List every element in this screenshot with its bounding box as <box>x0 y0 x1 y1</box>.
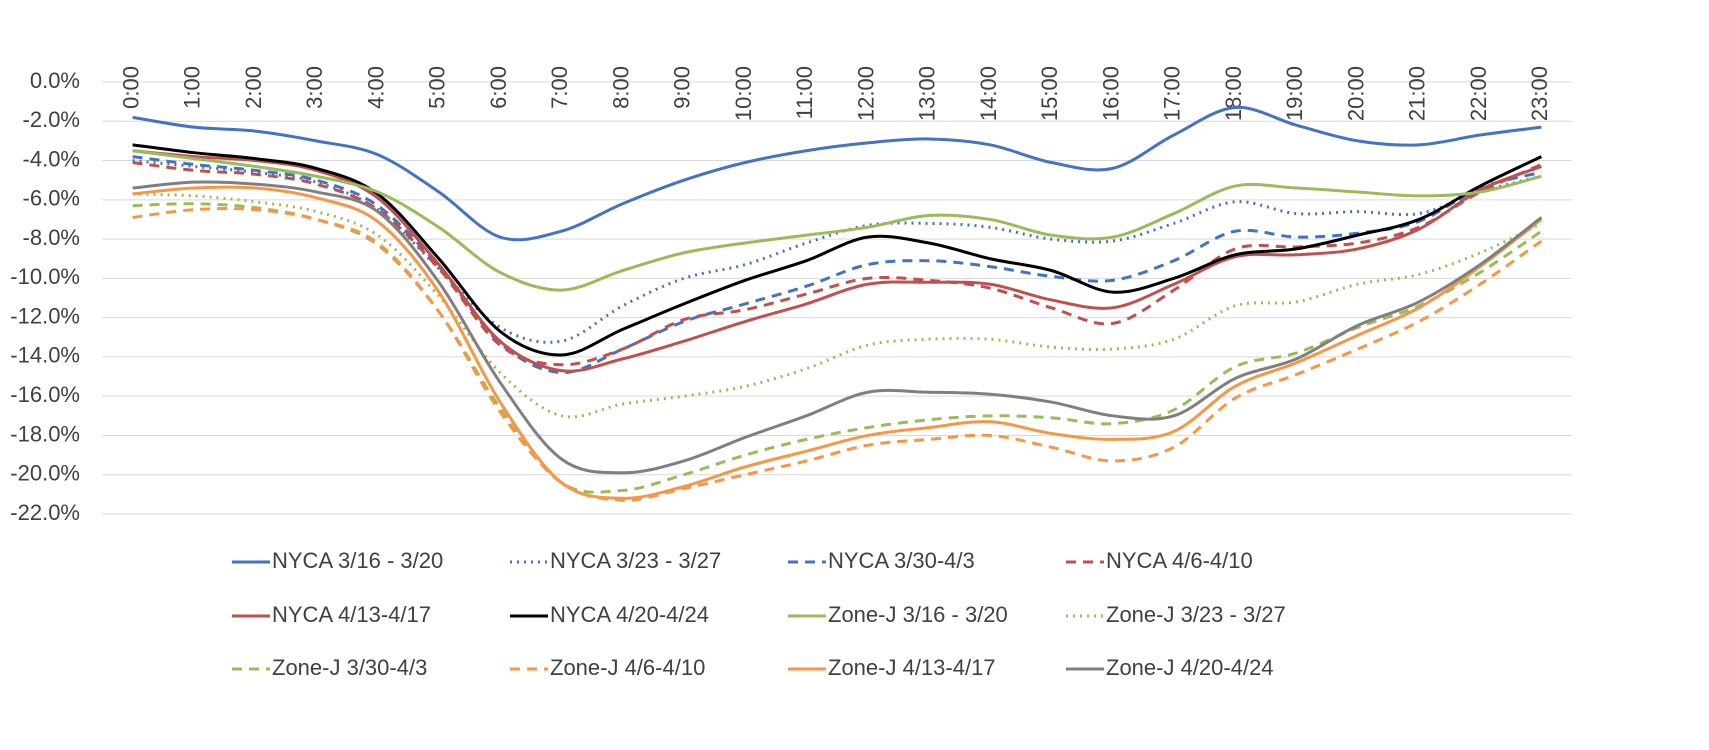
y-tick-label: -2.0% <box>23 107 80 132</box>
x-tick-label: 0:00 <box>118 66 143 109</box>
y-tick-label: -6.0% <box>23 186 80 211</box>
y-tick-label: 0.0% <box>30 68 80 93</box>
y-tick-label: -12.0% <box>10 303 80 328</box>
x-tick-label: 6:00 <box>486 66 511 109</box>
legend-label: Zone-J 4/6-4/10 <box>550 655 705 680</box>
y-tick-label: -20.0% <box>10 461 80 486</box>
x-tick-label: 4:00 <box>363 66 388 109</box>
legend-label: NYCA 3/30-4/3 <box>828 548 975 573</box>
series-line <box>132 180 1543 475</box>
legend-label: Zone-J 4/13-4/17 <box>828 655 996 680</box>
y-tick-label: -16.0% <box>10 382 80 407</box>
series-line <box>132 149 1542 292</box>
x-tick-label: 21:00 <box>1405 66 1430 121</box>
series-line <box>132 202 1543 494</box>
series-line <box>132 159 1542 344</box>
legend-label: NYCA 4/6-4/10 <box>1106 548 1253 573</box>
x-tick-label: 14:00 <box>976 66 1001 121</box>
x-tick-label: 8:00 <box>608 66 633 109</box>
series-line <box>132 106 1542 242</box>
x-tick-label: 19:00 <box>1282 66 1307 121</box>
x-tick-label: 5:00 <box>425 66 450 109</box>
y-tick-label: -10.0% <box>10 264 80 289</box>
series-line <box>132 143 1543 357</box>
series-line <box>132 185 1543 500</box>
x-tick-label: 17:00 <box>1160 66 1185 121</box>
y-tick-label: -4.0% <box>23 146 80 171</box>
x-tick-label: 7:00 <box>547 66 572 109</box>
x-tick-label: 13:00 <box>915 66 940 121</box>
legend-label: Zone-J 4/20-4/24 <box>1106 655 1274 680</box>
x-tick-label: 18:00 <box>1221 66 1246 121</box>
series-line <box>132 161 1542 367</box>
y-tick-label: -22.0% <box>10 500 80 525</box>
x-tick-label: 11:00 <box>792 66 817 119</box>
legend-label: NYCA 3/16 - 3/20 <box>272 548 443 573</box>
series-line <box>132 149 1542 373</box>
y-tick-label: -8.0% <box>23 225 80 250</box>
x-tick-label: 20:00 <box>1343 66 1368 121</box>
x-tick-label: 23:00 <box>1527 66 1552 121</box>
legend-label: NYCA 4/20-4/24 <box>550 602 709 627</box>
x-tick-label: 16:00 <box>1098 66 1123 121</box>
x-tick-label: 3:00 <box>302 66 327 109</box>
x-tick-label: 9:00 <box>670 66 695 109</box>
x-tick-label: 2:00 <box>241 66 266 109</box>
legend-label: NYCA 3/23 - 3/27 <box>550 548 721 573</box>
x-tick-label: 12:00 <box>853 66 878 121</box>
legend-label: Zone-J 3/16 - 3/20 <box>828 602 1008 627</box>
x-tick-label: 22:00 <box>1466 66 1491 121</box>
y-tick-label: -18.0% <box>10 421 80 446</box>
legend-label: Zone-J 3/23 - 3/27 <box>1106 602 1286 627</box>
legend-label: NYCA 4/13-4/17 <box>272 602 431 627</box>
y-tick-label: -14.0% <box>10 343 80 368</box>
x-tick-label: 1:00 <box>180 66 205 109</box>
legend-label: Zone-J 3/30-4/3 <box>272 655 427 680</box>
x-tick-label: 15:00 <box>1037 66 1062 121</box>
x-tick-label: 10:00 <box>731 66 756 121</box>
